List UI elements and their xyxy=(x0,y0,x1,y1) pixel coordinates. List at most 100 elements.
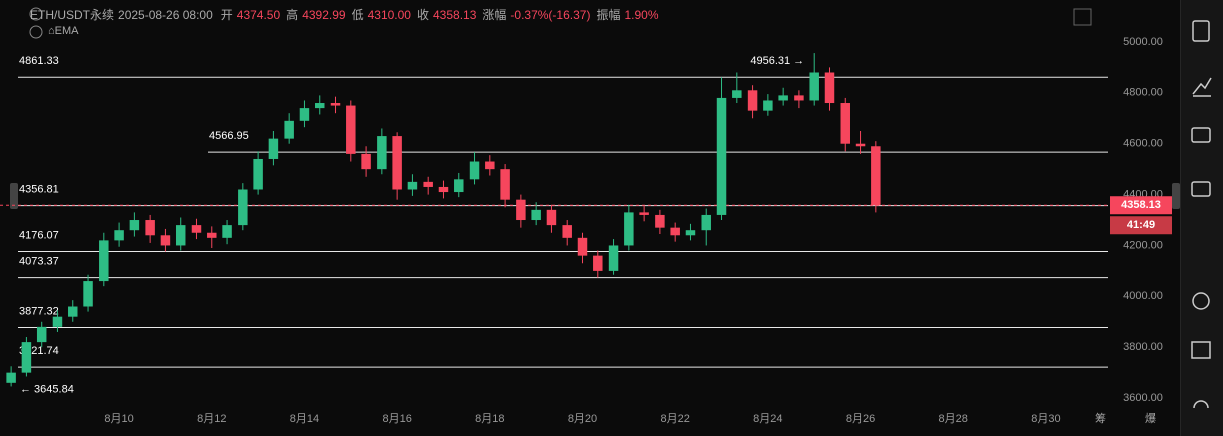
candle-body xyxy=(546,209,557,226)
candle-body xyxy=(361,153,371,170)
x-tick-label: 8月22 xyxy=(661,413,690,425)
candle-body xyxy=(423,181,433,187)
tool-icon[interactable] xyxy=(1193,400,1209,409)
y-tick-label: 4600.00 xyxy=(1123,138,1163,150)
candle-body xyxy=(685,230,696,236)
candle-body xyxy=(129,220,140,231)
candle-body xyxy=(531,209,541,221)
candle-body xyxy=(99,240,109,282)
candle-body xyxy=(407,181,418,190)
value: 4310.00 xyxy=(367,8,411,22)
x-tick-label: 8月30 xyxy=(1031,413,1060,425)
indicator-name: EMA xyxy=(54,25,79,37)
candle-body xyxy=(716,97,727,215)
candle-body xyxy=(639,212,649,215)
tool-icon[interactable] xyxy=(1191,181,1211,197)
tool-icon[interactable] xyxy=(1191,127,1211,143)
candle-body xyxy=(747,90,758,111)
candle-body xyxy=(855,143,866,147)
y-tick-label: 4800.00 xyxy=(1123,87,1163,99)
x-tick-label: 8月12 xyxy=(197,413,226,425)
candle-body xyxy=(36,326,47,343)
annotation: ← 3645.84 xyxy=(20,383,74,395)
level-label: 4073.37 xyxy=(19,256,59,268)
candle-body xyxy=(284,120,294,139)
value: 4374.50 xyxy=(236,8,281,22)
candle-body xyxy=(21,342,32,373)
candle-body xyxy=(238,189,248,226)
candle-body xyxy=(871,146,881,206)
label: 开 xyxy=(220,8,233,22)
label: 收 xyxy=(416,8,429,22)
countdown: 41:49 xyxy=(1127,219,1155,231)
x-tick-label: 8月16 xyxy=(382,413,411,425)
time: 2025-08-26 08:00 xyxy=(118,8,213,22)
annotation: 4956.31 → xyxy=(750,55,804,67)
label: 振幅 xyxy=(596,8,621,22)
countdown-bg xyxy=(1110,216,1172,235)
candle-body xyxy=(315,103,325,109)
candle-body xyxy=(778,95,788,101)
toolbar-border xyxy=(1180,0,1181,436)
y-tick-label: 4000.00 xyxy=(1123,290,1163,302)
collapse-icon[interactable] xyxy=(29,25,43,39)
candle-body xyxy=(83,281,93,307)
candle-body xyxy=(732,90,742,98)
candle-body xyxy=(824,72,835,104)
candle-body xyxy=(701,214,711,231)
collapse-icon[interactable] xyxy=(29,7,43,21)
candle-body xyxy=(562,225,572,238)
candle-body xyxy=(253,158,263,190)
candle-body xyxy=(438,186,449,193)
fullscreen-icon[interactable] xyxy=(1073,8,1092,26)
candle-body xyxy=(377,136,387,170)
candle-body xyxy=(160,235,171,246)
candle-body xyxy=(577,237,588,256)
y-tick-label: 4200.00 xyxy=(1123,239,1163,251)
y-tick-label: 5000.00 xyxy=(1123,36,1163,48)
candle-body xyxy=(114,230,124,241)
left-handle[interactable] xyxy=(10,183,18,209)
level-label: 4356.81 xyxy=(19,183,59,195)
price-tag: 4358.13 xyxy=(1121,199,1161,211)
tool-icon[interactable] xyxy=(1192,292,1210,310)
candle-body xyxy=(655,214,665,228)
label: 涨幅 xyxy=(482,8,507,22)
candle-body xyxy=(175,225,186,246)
candle-body xyxy=(840,103,850,144)
candle-body xyxy=(145,220,155,236)
y-tick-label: 3600.00 xyxy=(1123,392,1163,404)
candle-body xyxy=(6,372,16,383)
indicator[interactable]: ⌂EMA xyxy=(48,25,79,37)
header: ETH/USDT永续 2025-08-26 08:00 开 4374.50 高 4392.… xyxy=(30,6,665,23)
y-tick-label: 3800.00 xyxy=(1123,341,1163,353)
candle-body xyxy=(222,225,232,238)
value: 1.90% xyxy=(624,8,659,22)
candle-body xyxy=(593,255,603,271)
candle-body xyxy=(346,105,356,154)
level-label: 4861.33 xyxy=(19,55,59,67)
candle-body xyxy=(469,161,480,180)
liquidation-label[interactable]: 爆 xyxy=(1145,411,1156,425)
tool-icon[interactable] xyxy=(1192,20,1210,42)
tool-icon[interactable] xyxy=(1192,77,1212,97)
label: 高 xyxy=(286,8,299,22)
value: -0.37%(-16.37) xyxy=(510,8,591,22)
right-handle[interactable] xyxy=(1172,183,1180,209)
value: 4392.99 xyxy=(302,8,346,22)
level-label: 3877.32 xyxy=(19,305,59,317)
candle-body xyxy=(191,225,202,233)
x-tick-label: 8月24 xyxy=(753,413,782,425)
tool-icon[interactable] xyxy=(1191,341,1211,359)
x-tick-label: 8月28 xyxy=(939,413,968,425)
candle-body xyxy=(485,161,495,170)
candle-body xyxy=(809,72,819,101)
level-label: 4176.07 xyxy=(19,229,59,241)
chips-label[interactable]: 筹 xyxy=(1095,411,1106,425)
x-tick-label: 8月18 xyxy=(475,413,504,425)
candle-body xyxy=(52,316,63,327)
candle-body xyxy=(454,179,464,193)
x-tick-label: 8月26 xyxy=(846,413,875,425)
candle-body xyxy=(500,169,510,200)
